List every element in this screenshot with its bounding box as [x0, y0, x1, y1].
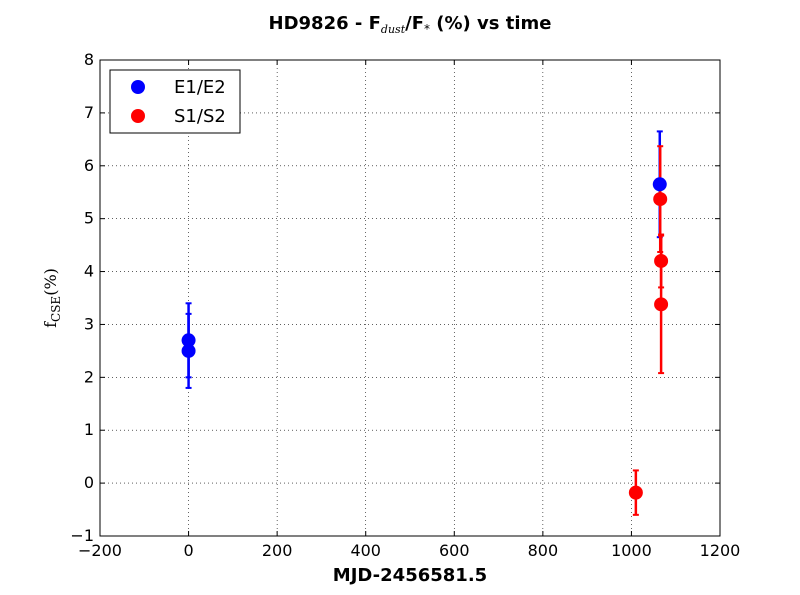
y-tick-label: 2	[84, 367, 94, 386]
x-tick-label: −200	[78, 541, 122, 560]
x-tick-label: 1000	[611, 541, 652, 560]
x-tick-label: 600	[439, 541, 470, 560]
y-axis-label: fCSE(%)	[41, 268, 63, 328]
legend-marker-s1s2	[131, 109, 145, 123]
x-axis-label: MJD-2456581.5	[333, 565, 487, 586]
legend-box	[109, 69, 241, 134]
y-tick-label: 7	[84, 103, 94, 122]
tick-labels: −200 0 200 400 600 800 1000 1200 −1 0 1 2 3 4 5 6 7 8	[70, 50, 740, 560]
x-tick-label: 1200	[700, 541, 741, 560]
y-axis-label-post: (%)	[41, 268, 60, 296]
plot-area	[99, 59, 721, 537]
y-axis-label-main: f	[41, 321, 60, 328]
y-tick-label: 3	[84, 314, 94, 333]
y-tick-label: 6	[84, 156, 94, 175]
x-tick-label: 400	[350, 541, 381, 560]
data-point-e1e2	[652, 177, 667, 192]
legend-label-s1s2: S1/S2	[174, 106, 226, 127]
chart-title-post: (%) vs time	[430, 13, 551, 34]
x-tick-label: 0	[183, 541, 193, 560]
x-tick-label: 800	[528, 541, 559, 560]
legend-label-e1e2: E1/E2	[174, 77, 226, 98]
y-tick-label: −1	[70, 526, 94, 545]
chart-title-sub-dust: dust	[381, 23, 406, 36]
x-tick-label: 200	[262, 541, 293, 560]
y-tick-label: 8	[84, 50, 94, 69]
data-point-s1s2	[653, 192, 668, 207]
chart-title-mid: /F	[405, 13, 424, 34]
grid-lines	[100, 60, 720, 536]
y-tick-label: 5	[84, 209, 94, 228]
data-points	[181, 177, 669, 500]
data-point-s1s2	[654, 253, 669, 268]
data-point-e1e2	[181, 343, 196, 358]
legend: E1/E2 S1/S2	[109, 69, 241, 134]
data-point-s1s2	[628, 485, 643, 500]
y-axis-label-sub: CSE	[49, 296, 63, 322]
legend-marker-e1e2	[131, 80, 145, 94]
chart-title-pre: HD9826 - F	[269, 13, 381, 34]
data-point-e1e2	[181, 333, 196, 348]
chart-title: HD9826 - Fdust/F* (%) vs time	[269, 13, 552, 36]
y-tick-label: 0	[84, 473, 94, 492]
chart-title-sub-star: *	[424, 22, 430, 36]
data-point-s1s2	[654, 297, 669, 312]
error-bars	[185, 130, 665, 516]
axis-ticks	[99, 59, 721, 537]
y-tick-label: 4	[84, 262, 94, 281]
y-tick-label: 1	[84, 420, 94, 439]
